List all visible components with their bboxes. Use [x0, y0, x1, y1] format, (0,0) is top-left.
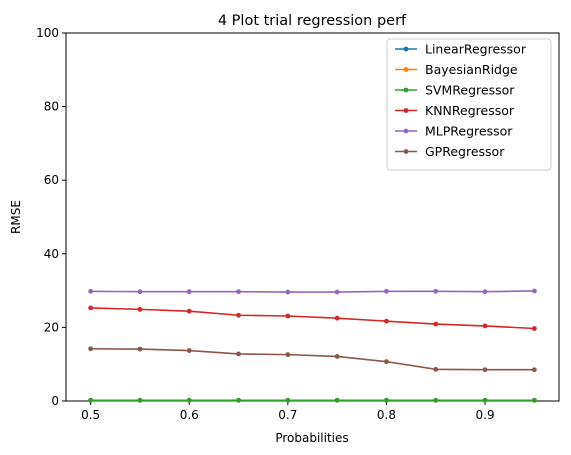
data-point-gpregressor	[334, 354, 340, 359]
data-point-gpregressor	[137, 346, 143, 352]
data-point-svmregressor	[236, 397, 241, 403]
legend-marker-knnregressor	[403, 108, 409, 113]
legend-marker-mlpregressor	[403, 128, 409, 134]
chart-title: 4 Plot trial regression perf	[218, 13, 407, 29]
data-point-mlpregressor	[186, 289, 192, 295]
data-point-mlpregressor	[433, 288, 439, 294]
legend-label-gpregressor: GPRegressor	[425, 144, 505, 159]
y-tick-label: 60	[44, 173, 59, 187]
data-point-svmregressor	[137, 397, 143, 403]
x-tick-label: 0.6	[180, 408, 199, 422]
data-point-knnregressor	[334, 315, 340, 321]
data-point-knnregressor	[236, 312, 241, 318]
legend-marker-linearregressor	[403, 46, 409, 52]
data-point-svmregressor	[334, 397, 340, 403]
data-point-mlpregressor	[334, 289, 340, 295]
data-point-svmregressor	[186, 397, 192, 403]
data-point-svmregressor	[384, 397, 389, 403]
x-axis-label: Probabilities	[275, 431, 348, 445]
data-point-mlpregressor	[88, 288, 94, 294]
data-point-mlpregressor	[384, 288, 389, 294]
data-point-knnregressor	[482, 323, 488, 329]
legend-marker-svmregressor	[403, 87, 409, 93]
data-point-gpregressor	[88, 346, 94, 352]
data-point-mlpregressor	[482, 289, 488, 295]
y-axis-label: RMSE	[9, 200, 23, 234]
data-point-svmregressor	[482, 397, 488, 403]
legend-label-bayesianridge: BayesianRidge	[425, 62, 518, 77]
y-tick-label: 100	[36, 26, 59, 40]
data-point-gpregressor	[186, 348, 192, 353]
data-point-svmregressor	[88, 397, 94, 403]
data-point-svmregressor	[285, 397, 291, 403]
series-line-knnregressor	[90, 307, 535, 330]
legend-marker-bayesianridge	[403, 67, 409, 72]
data-point-knnregressor	[433, 321, 439, 327]
data-point-gpregressor	[384, 359, 389, 365]
legend-label-knnregressor: KNNRegressor	[425, 103, 515, 118]
legend-label-mlpregressor: MLPRegressor	[425, 124, 513, 139]
series-line-gpregressor	[90, 347, 535, 371]
data-point-mlpregressor	[236, 289, 241, 295]
data-point-gpregressor	[285, 352, 291, 358]
y-tick-label: 40	[44, 247, 59, 261]
x-tick-label: 0.5	[81, 408, 100, 422]
y-tick-label: 0	[51, 394, 59, 408]
legend-marker-gpregressor	[403, 149, 409, 154]
data-point-mlpregressor	[285, 289, 291, 295]
legend-label-linearregressor: LinearRegressor	[425, 42, 527, 57]
y-tick-label: 20	[44, 320, 59, 334]
data-point-knnregressor	[137, 306, 143, 312]
data-point-knnregressor	[531, 326, 537, 331]
data-point-svmregressor	[531, 397, 537, 403]
legend	[386, 38, 552, 171]
x-tick-label: 0.8	[377, 408, 396, 422]
data-point-knnregressor	[88, 305, 94, 311]
data-point-knnregressor	[186, 308, 192, 314]
data-point-gpregressor	[433, 366, 439, 372]
data-point-svmregressor	[433, 397, 439, 403]
data-point-mlpregressor	[137, 289, 143, 295]
x-tick-label: 0.7	[278, 408, 297, 422]
data-point-gpregressor	[236, 351, 241, 357]
data-point-gpregressor	[531, 367, 537, 373]
series-line-mlpregressor	[90, 290, 535, 293]
y-tick-label: 80	[44, 100, 59, 114]
data-point-mlpregressor	[531, 288, 537, 294]
legend-label-svmregressor: SVMRegressor	[425, 83, 515, 98]
data-point-knnregressor	[285, 313, 291, 319]
data-point-gpregressor	[482, 367, 488, 373]
x-tick-label: 0.9	[476, 408, 495, 422]
data-point-knnregressor	[384, 318, 389, 324]
